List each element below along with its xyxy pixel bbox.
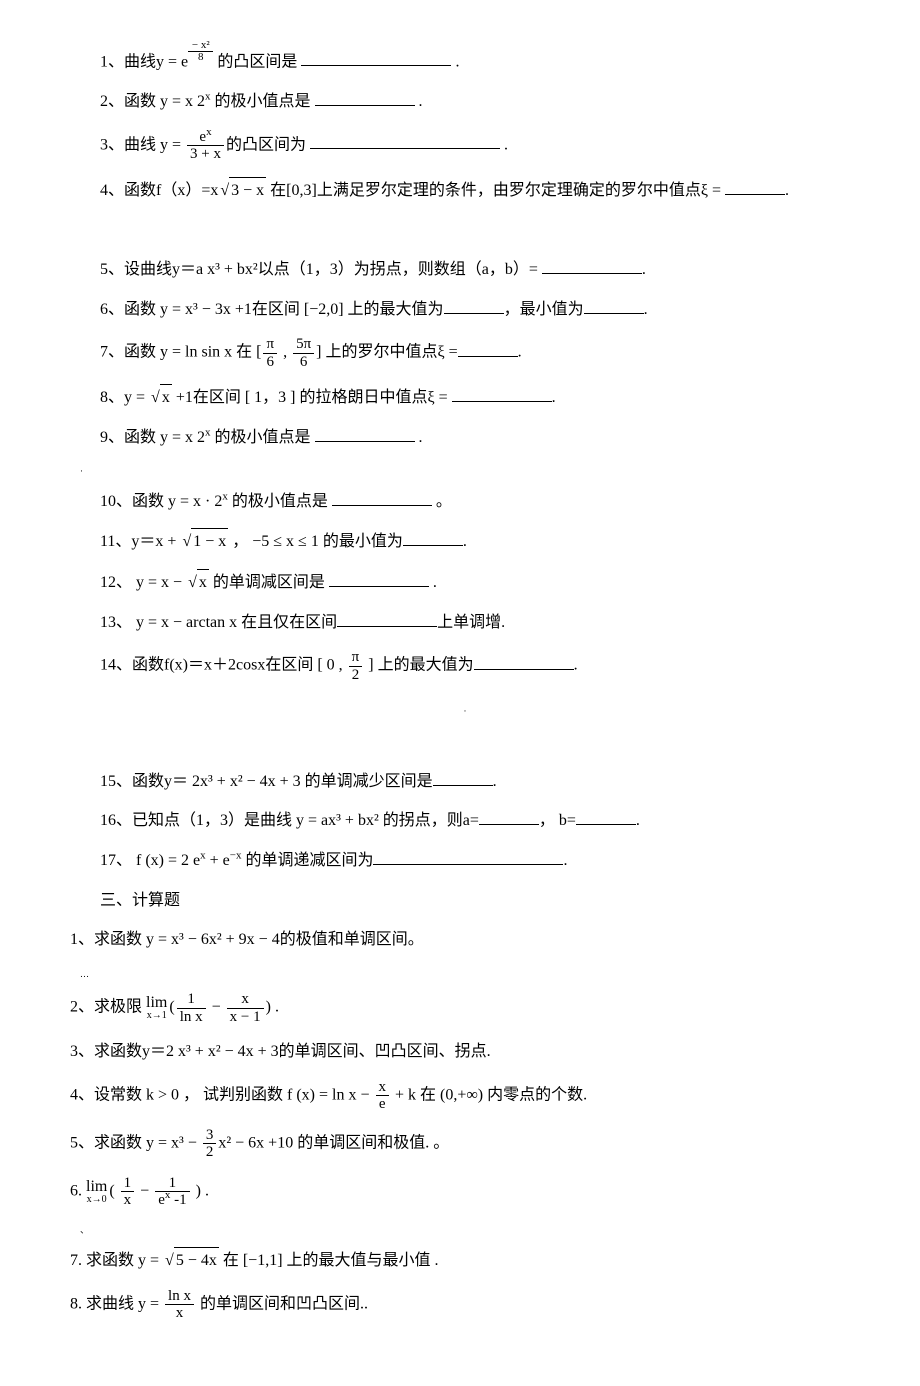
calc-5: 5、求函数 y = x³ − 32x² − 6x +10 的单调区间和极值. 。 xyxy=(70,1127,850,1161)
fraction: 1ln x xyxy=(177,991,206,1025)
blank xyxy=(479,810,539,825)
blank xyxy=(474,655,574,670)
blank xyxy=(315,91,415,106)
blank xyxy=(337,611,437,626)
blank xyxy=(452,387,552,402)
question-5: 5、设曲线y＝a x³ + bx²以点（1，3）为拐点，则数组（a，b）= . xyxy=(100,257,850,283)
blank xyxy=(329,572,429,587)
fraction: xx − 1 xyxy=(227,991,264,1025)
sqrt: 3 − x xyxy=(218,177,266,204)
center-marker: · xyxy=(70,697,850,723)
calc-4: 4、设常数 k > 0 ， 试判别函数 f (x) = ln x − xe + … xyxy=(70,1079,850,1113)
calc-2: 2、求极限 limx→1(1ln x − xx − 1) . xyxy=(70,991,850,1025)
blank xyxy=(542,259,642,274)
fraction: ex3 + x xyxy=(187,129,224,163)
question-16: 16、已知点（1，3）是曲线 y = ax³ + bx² 的拐点，则a=， b=… xyxy=(100,808,850,834)
blank xyxy=(458,342,518,357)
blank xyxy=(576,810,636,825)
q1-exponent: − x² 8 xyxy=(188,40,213,63)
calc-7: 7. 求函数 y = 5 − 4x 在 [−1,1] 上的最大值与最小值 . xyxy=(70,1247,850,1274)
question-14: 14、函数f(x)＝x＋2cosx在区间 [ 0 , π2 ] 上的最大值为. xyxy=(100,649,850,683)
blank xyxy=(373,850,563,865)
question-3: 3、曲线 y = ex3 + x的凸区间为 . xyxy=(100,129,850,163)
ellipsis-marker: … xyxy=(80,967,850,981)
blank xyxy=(310,134,500,149)
blank xyxy=(332,490,432,505)
fraction: 1x xyxy=(121,1175,135,1209)
question-10: 10、函数 y = x · 2x 的极小值点是 。 xyxy=(100,489,850,515)
page-marker: 、 xyxy=(80,1223,850,1237)
limit: limx→1 xyxy=(146,995,167,1021)
fraction: 32 xyxy=(203,1127,217,1161)
question-7: 7、函数 y = ln sin x 在 [π6 , 5π6] 上的罗尔中值点ξ … xyxy=(100,336,850,370)
fraction: π2 xyxy=(349,649,363,683)
q1-text-b: 的凸区间是 xyxy=(213,53,301,70)
calc-8: 8. 求曲线 y = ln xx 的单调区间和凹凸区间.. xyxy=(70,1288,850,1322)
calc-6: 6. limx→0( 1x − 1ex -1 ) . xyxy=(70,1175,850,1209)
sqrt: 5 − 4x xyxy=(163,1247,219,1274)
blank xyxy=(301,51,451,66)
question-6: 6、函数 y = x³ − 3x +1在区间 [−2,0] 上的最大值为，最小值… xyxy=(100,297,850,323)
fraction: 1ex -1 xyxy=(155,1175,189,1209)
blank xyxy=(444,298,504,313)
q1-text-a: 1、曲线y = e xyxy=(100,53,188,70)
question-8: 8、y = x +1在区间 [ 1，3 ] 的拉格朗日中值点ξ = . xyxy=(100,384,850,411)
section-3-title: 三、计算题 xyxy=(100,888,850,914)
blank xyxy=(403,531,463,546)
limit: limx→0 xyxy=(86,1179,107,1205)
blank xyxy=(433,770,493,785)
sqrt: x xyxy=(149,384,172,411)
page-marker: · xyxy=(80,464,850,478)
fraction: ln xx xyxy=(165,1288,194,1322)
question-17: 17、 f (x) = 2 ex + e−x 的单调递减区间为. xyxy=(100,848,850,874)
blank xyxy=(725,179,785,194)
sqrt: x xyxy=(186,569,209,596)
question-11: 11、y＝x + 1 − x ， −5 ≤ x ≤ 1 的最小值为. xyxy=(100,528,850,555)
calc-1: 1、求函数 y = x³ − 6x² + 9x − 4的极值和单调区间。 xyxy=(70,927,850,953)
calc-3: 3、求函数y＝2 x³ + x² − 4x + 3的单调区间、凹凸区间、拐点. xyxy=(70,1039,850,1065)
question-1: 1、曲线y = e − x² 8 的凸区间是 . xyxy=(100,40,850,75)
fraction: xe xyxy=(376,1079,390,1113)
blank xyxy=(315,427,415,442)
question-13: 13、 y = x − arctan x 在且仅在区间上单调增. xyxy=(100,610,850,636)
question-2: 2、函数 y = x 2x 的极小值点是 . xyxy=(100,89,850,115)
question-9: 9、函数 y = x 2x 的极小值点是 . xyxy=(100,425,850,451)
sqrt: 1 − x xyxy=(180,528,228,555)
question-4: 4、函数f（x）=x3 − x 在[0,3]上满足罗尔定理的条件，由罗尔定理确定… xyxy=(100,177,850,204)
fraction: 5π6 xyxy=(293,336,314,370)
question-15: 15、函数y＝ 2x³ + x² − 4x + 3 的单调减少区间是. xyxy=(100,769,850,795)
question-12: 12、 y = x − x 的单调减区间是 . xyxy=(100,569,850,596)
blank xyxy=(584,298,644,313)
fraction: π6 xyxy=(263,336,277,370)
